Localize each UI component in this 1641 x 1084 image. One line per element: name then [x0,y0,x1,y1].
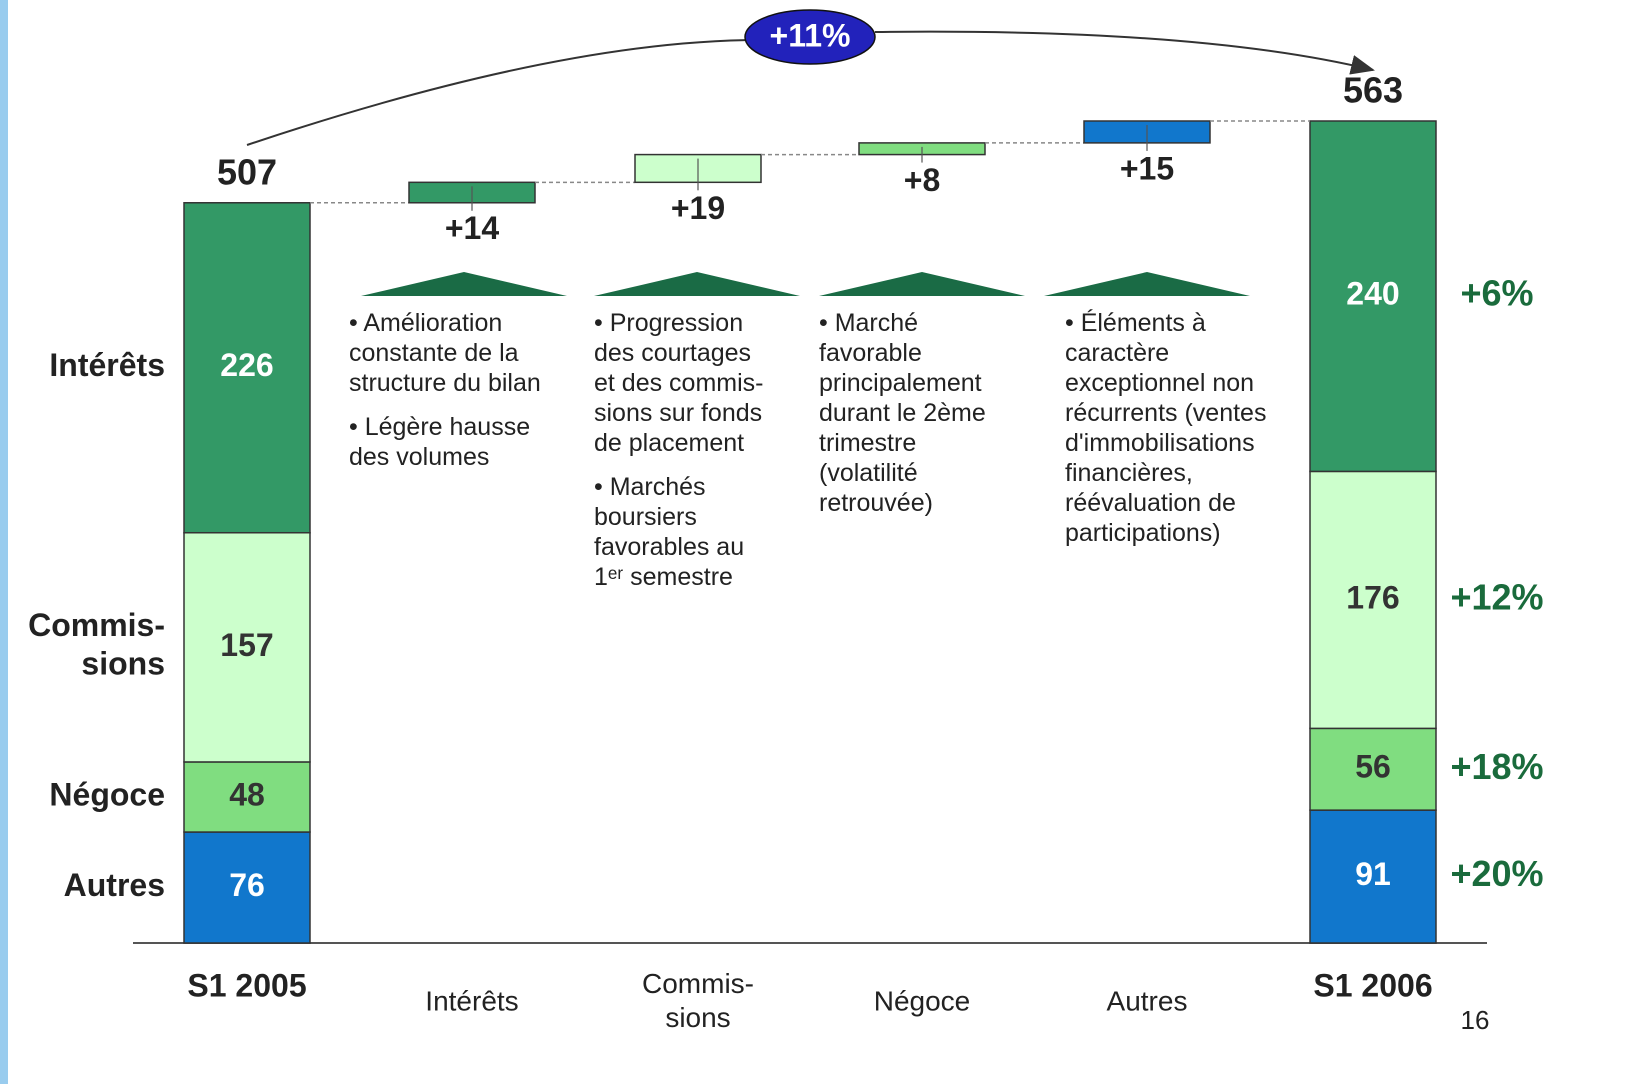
series-name: Commis-sions [28,608,165,682]
note: • Progression des courtages et des commi… [594,308,824,606]
segment-label: 48 [229,776,265,812]
x-category-label: S1 2006 [1313,967,1432,1003]
change-badge [744,9,876,65]
note-bullet: • Progression des courtages et des commi… [594,309,764,457]
note-bullet: • Légère hausse des volumes [349,413,531,471]
step-label: +19 [671,190,725,226]
segment-label: 176 [1346,579,1399,615]
segment-label: 56 [1355,749,1391,785]
note-pointer [1044,272,1250,296]
growth-label: +6% [1460,273,1533,314]
stack-segment [183,202,311,534]
segment-label: 240 [1346,276,1399,312]
note: • Marché favorable principalement durant… [819,308,1049,532]
series-name: Autres [64,867,165,903]
x-category-label: Intérêts [425,985,518,1016]
step-label: +15 [1120,150,1174,186]
segment-label: 76 [229,867,265,903]
stack-segment [183,761,311,833]
note-pointer [594,272,800,296]
change-label: +11% [770,17,851,53]
note: • Éléments à caractère exceptionnel non … [1065,308,1295,562]
note-pointer [361,272,567,296]
total-label: 563 [1343,70,1403,111]
segment-label: 157 [220,627,273,663]
stack-segment [1309,120,1437,473]
x-category-label: Négoce [874,985,971,1016]
stack-segment [183,531,311,763]
stack-segment [1309,809,1437,944]
growth-label: +12% [1450,576,1543,617]
total-label: 507 [217,151,277,192]
note-bullet: • Éléments à caractère exceptionnel non … [1065,309,1267,547]
x-category-label: S1 2005 [187,967,306,1003]
step-label: +8 [904,162,940,198]
stack-segment [1309,470,1437,730]
note-bullet: • Marché favorable principalement durant… [819,309,986,517]
x-category-label: Commis-sions [642,969,754,1034]
note-pointer [819,272,1025,296]
change-arc [246,30,1373,146]
stack-segment [183,831,311,944]
segment-label: 91 [1355,856,1391,892]
growth-label: +18% [1450,746,1543,787]
series-name: Intérêts [49,347,165,383]
segment-label: 226 [220,347,273,383]
growth-label: +20% [1450,853,1543,894]
x-category-label: Autres [1107,985,1188,1016]
series-name: Négoce [49,776,165,812]
note-bullet: • Marchés boursiers favorables au 1ᵉʳ se… [594,473,745,591]
note: • Amélioration constante de la structure… [349,308,579,486]
step-label: +14 [445,210,499,246]
side-stripe [0,0,8,1084]
note-bullet: • Amélioration constante de la structure… [349,309,541,397]
page-number: 16 [1461,1005,1490,1035]
